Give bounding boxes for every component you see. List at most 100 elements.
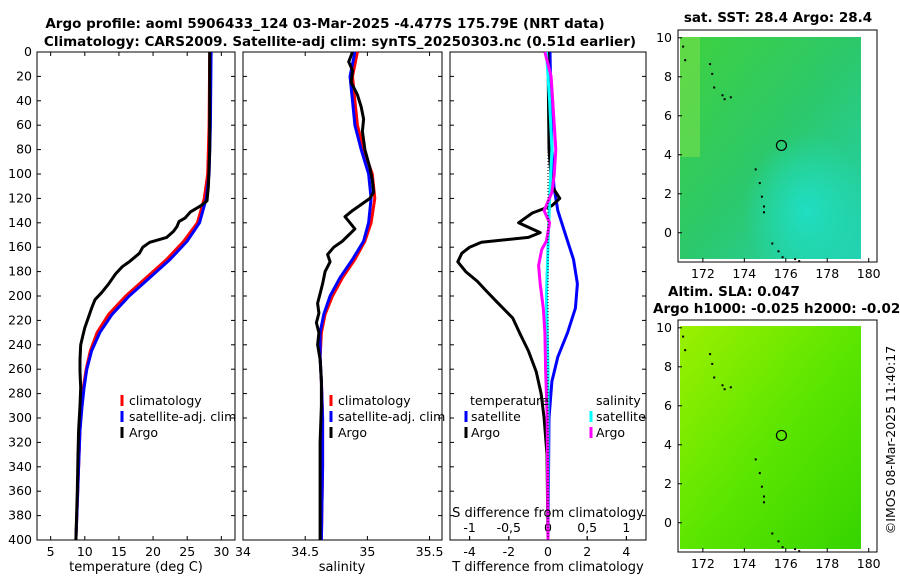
y-tick-label: 400 bbox=[8, 532, 32, 547]
island-dot bbox=[754, 168, 757, 171]
y-tick-label: 80 bbox=[16, 142, 32, 157]
y-tick-label: 260 bbox=[8, 361, 32, 376]
sst-map-panel: sat. SST: 28.4 Argo: 28.4 172 174 176 178 18… bbox=[656, 10, 881, 281]
island-dot bbox=[781, 546, 784, 549]
island-dot bbox=[682, 45, 685, 48]
y-tick-label: 140 bbox=[8, 215, 32, 230]
map-y-tick-label: 0 bbox=[664, 515, 672, 530]
island-dot bbox=[794, 548, 797, 551]
temperature-xlabel: temperature (deg C) bbox=[69, 560, 203, 575]
island-dot bbox=[684, 349, 687, 352]
sla-map-argo-marker bbox=[775, 429, 788, 442]
island-dot bbox=[711, 72, 714, 75]
x-tick-label: 34 bbox=[235, 544, 251, 559]
temperature-y-ticks: 0 20 40 60 80 100 120 140 160 180 200 220 240 260 280 3… bbox=[8, 44, 235, 547]
salinity-axes-box bbox=[242, 51, 443, 541]
y-tick-label: 360 bbox=[8, 483, 32, 498]
island-dot bbox=[684, 59, 687, 62]
temperature-axes-box bbox=[36, 51, 236, 541]
island-dot bbox=[763, 211, 765, 214]
x-tick-label: -4 bbox=[463, 544, 476, 559]
island-dot bbox=[771, 532, 774, 535]
x-tick-label: 15 bbox=[111, 544, 127, 559]
island-dot bbox=[721, 384, 724, 387]
x-tick-label: -2 bbox=[503, 544, 515, 559]
sst-map-west-patch bbox=[680, 37, 700, 157]
map-x-tick-label: 174 bbox=[732, 266, 756, 281]
sla-map-panel: Altim. SLA: 0.047 Argo h1000: -0.025 h20… bbox=[653, 284, 900, 571]
difference-top-axis-label: S difference from climatology bbox=[452, 506, 644, 521]
island-dot bbox=[713, 86, 716, 89]
difference-series bbox=[456, 51, 579, 541]
island-dot bbox=[798, 550, 801, 553]
island-dot bbox=[777, 250, 780, 253]
difference-y-ticks bbox=[450, 51, 646, 541]
salinity-y-ticks bbox=[243, 51, 442, 541]
map-x-tick-label: 178 bbox=[815, 266, 839, 281]
island-dot bbox=[709, 63, 712, 66]
top-tick-label: -0,5 bbox=[497, 520, 521, 535]
sst-map-argo-marker bbox=[775, 139, 788, 152]
top-tick-label: 0,5 bbox=[577, 520, 597, 535]
salinity-x-ticks: 34 34.5 35 35.5 bbox=[235, 52, 443, 559]
map-x-tick-label: 180 bbox=[857, 556, 881, 571]
y-tick-label: 120 bbox=[8, 190, 32, 205]
island-dot bbox=[709, 353, 712, 356]
y-tick-label: 320 bbox=[8, 434, 32, 449]
island-dot bbox=[723, 388, 726, 391]
map-y-tick-label: 6 bbox=[664, 398, 672, 413]
map-y-tick-label: 6 bbox=[664, 108, 672, 123]
legend-label-satellite: satellite-adj. clim bbox=[338, 409, 445, 424]
y-tick-label: 240 bbox=[8, 337, 32, 352]
x-tick-label: 2 bbox=[583, 544, 591, 559]
sst-map-coastline bbox=[682, 45, 801, 263]
difference-legend: temperature satellite Argo salinity sate… bbox=[464, 393, 646, 440]
sla-map-field bbox=[680, 326, 861, 549]
island-dot bbox=[763, 495, 765, 498]
sst-map-title: sat. SST: 28.4 Argo: 28.4 bbox=[684, 10, 872, 26]
legend-label-argo: Argo bbox=[338, 425, 367, 440]
sla-map-title: Altim. SLA: 0.047 bbox=[668, 284, 800, 300]
y-tick-label: 300 bbox=[8, 410, 32, 425]
temperature-series bbox=[74, 51, 213, 541]
temperature-legend: climatology satellite-adj. clim Argo bbox=[120, 393, 236, 440]
island-dot bbox=[711, 362, 714, 365]
sla-map-x-ticks: 172 174 176 178 180 bbox=[691, 548, 881, 571]
salinity-xlabel: salinity bbox=[319, 560, 366, 575]
island-dot bbox=[763, 205, 765, 208]
legend-label-climatology: climatology bbox=[129, 393, 202, 408]
top-tick-label: 1 bbox=[622, 520, 630, 535]
x-tick-label: 35.5 bbox=[416, 544, 444, 559]
y-tick-label: 380 bbox=[8, 508, 32, 523]
island-dot bbox=[758, 182, 761, 185]
island-dot bbox=[777, 540, 780, 543]
map-x-tick-label: 174 bbox=[732, 556, 756, 571]
legend-label-sal-argo: Argo bbox=[596, 425, 625, 440]
y-tick-label: 220 bbox=[8, 312, 32, 327]
salinity-panel: 34 34.5 35 35.5 salinity climatology satell… bbox=[235, 51, 445, 575]
map-y-tick-label: 8 bbox=[664, 69, 672, 84]
salinity-series bbox=[314, 51, 377, 541]
top-tick-label: -1 bbox=[463, 520, 475, 535]
island-dot bbox=[760, 485, 763, 488]
temperature-x-ticks: 5 10 15 20 25 30 bbox=[47, 52, 229, 559]
island-dot bbox=[713, 376, 716, 379]
series-line-argo bbox=[74, 52, 212, 541]
salinity-legend: climatology satellite-adj. clim Argo bbox=[329, 393, 445, 440]
y-tick-label: 160 bbox=[8, 239, 32, 254]
series-line-argo bbox=[314, 51, 376, 540]
island-dot bbox=[682, 335, 685, 338]
figure-title-line1: Argo profile: aoml 5906433_124 03-Mar-20… bbox=[45, 16, 604, 32]
sst-map-warm-pool bbox=[680, 37, 861, 259]
map-x-tick-label: 172 bbox=[691, 266, 715, 281]
island-dot bbox=[758, 472, 761, 475]
map-y-tick-label: 8 bbox=[664, 359, 672, 374]
map-x-tick-label: 172 bbox=[691, 556, 715, 571]
sla-map-y-ticks: 0 2 4 6 8 10 bbox=[656, 320, 682, 530]
y-tick-label: 60 bbox=[16, 117, 32, 132]
sla-map-subtitle: Argo h1000: -0.025 h2000: -0.029 bbox=[653, 301, 900, 317]
island-dot bbox=[798, 260, 801, 263]
x-tick-label: 34.5 bbox=[291, 544, 319, 559]
island-dot bbox=[729, 96, 732, 99]
